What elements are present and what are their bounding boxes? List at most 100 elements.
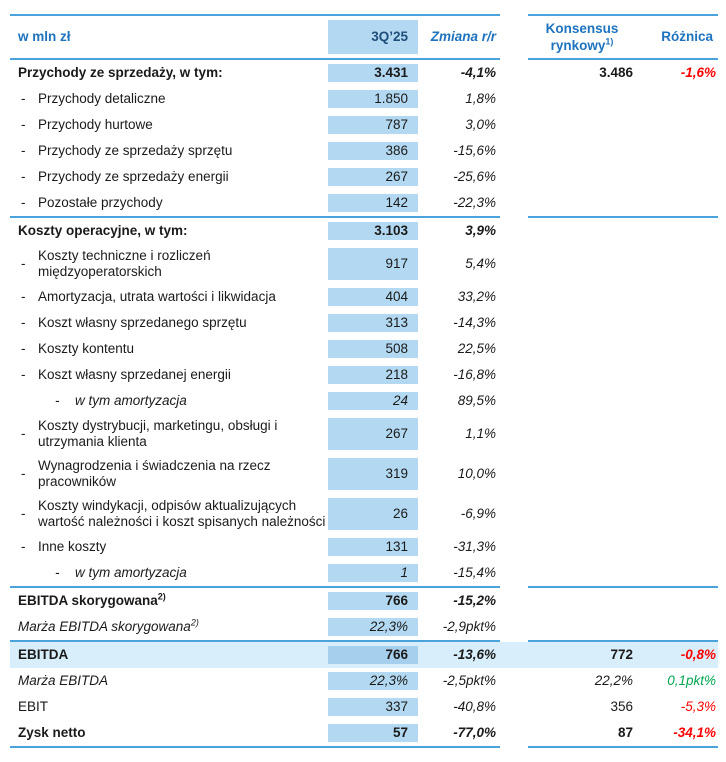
header-consensus-text: Konsensus rynkowy1) (528, 20, 636, 54)
table-row: - Marża EBITDA 22,3% -2,5pkt% 22,2% 0,1p… (10, 668, 718, 694)
footnote-marker-2: 2) (157, 591, 166, 602)
table-row: - Przychody hurtowe 787 3,0% (10, 112, 718, 138)
row-label: - w tym amortyzacja (10, 393, 328, 409)
value-3q25: 131 (328, 538, 418, 556)
row-label-main: Koszty dystrybucji, marketingu, obsługi … (38, 418, 278, 449)
row-label-main: Koszt własny sprzedanej energii (38, 367, 231, 382)
row-label-main: Przychody detaliczne (38, 91, 166, 106)
section-separator (10, 216, 718, 218)
row-label-text: w tym amortyzacja (75, 393, 187, 409)
table-row: - Koszty operacyjne, w tym: 3.103 3,9% (10, 218, 718, 244)
row-label-main: EBIT (18, 699, 49, 714)
value-change-yoy: 89,5% (457, 393, 496, 408)
value-difference: -0,8% (680, 647, 716, 662)
row-label-text: Koszty kontentu (38, 341, 134, 357)
header-consensus-line1: Konsensus (545, 21, 619, 36)
table-row: - Przychody ze sprzedaży energii 267 -25… (10, 164, 718, 190)
separator-segment-consensus (528, 640, 718, 642)
value-difference: -34,1% (673, 725, 716, 740)
value-change-yoy: -13,6% (453, 647, 496, 662)
value-difference: -1,6% (680, 65, 716, 80)
row-label-text: Koszt własny sprzedanego sprzętu (38, 315, 247, 331)
row-label-main: Pozostałe przychody (38, 195, 163, 210)
value-change-yoy: 3,0% (465, 117, 496, 132)
row-label-text: Przychody ze sprzedaży, w tym: (18, 65, 223, 81)
separator-segment-gap (500, 640, 528, 642)
value-3q25: 787 (328, 116, 418, 134)
separator-segment-gap (500, 14, 528, 16)
row-label-main: Koszty windykacji, odpisów aktualizujący… (38, 498, 326, 529)
header-unit-label: w mln zł (18, 29, 71, 44)
list-dash: - (21, 426, 26, 441)
row-label: - EBITDA (10, 647, 328, 663)
row-label-text: EBITDA (18, 647, 68, 663)
row-label-main: Zysk netto (18, 725, 86, 740)
row-label-main: Przychody ze sprzedaży sprzętu (38, 143, 233, 158)
row-label: - Przychody ze sprzedaży energii (10, 169, 328, 185)
value-3q25: 142 (328, 194, 418, 212)
list-dash: - (21, 539, 26, 554)
separator-segment-gap (500, 58, 528, 60)
value-3q25: 267 (328, 168, 418, 186)
row-label: - EBIT (10, 699, 328, 715)
row-label-text: Koszty dystrybucji, marketingu, obsługi … (38, 418, 328, 450)
value-3q25: 3.103 (328, 222, 418, 240)
separator-segment-consensus (528, 14, 718, 16)
value-3q25: 24 (328, 392, 418, 410)
separator-segment-main (10, 586, 500, 588)
list-dash: - (55, 565, 60, 580)
row-label-main: Inne koszty (38, 539, 107, 554)
row-label-text: Koszty techniczne i rozliczeń międzyoper… (38, 248, 328, 280)
row-label-main: Amortyzacja, utrata wartości i likwidacj… (38, 289, 276, 304)
separator-segment-main (10, 58, 500, 60)
row-label: - Przychody ze sprzedaży sprzętu (10, 143, 328, 159)
row-label-text: Koszty windykacji, odpisów aktualizujący… (38, 498, 328, 530)
row-label-main: Marża EBITDA skorygowana (18, 619, 191, 634)
value-change-yoy: 5,4% (465, 256, 496, 271)
row-label: - Koszt własny sprzedanego sprzętu (10, 315, 328, 331)
value-3q25: 57 (328, 724, 418, 742)
row-label-main: Koszty kontentu (38, 341, 135, 356)
table-row: - Wynagrodzenia i świadczenia na rzecz p… (10, 454, 718, 494)
value-3q25: 313 (328, 314, 418, 332)
row-label-main: Koszty operacyjne, w tym: (18, 223, 188, 238)
row-label-text: Przychody hurtowe (38, 117, 153, 133)
table-header-row: w mln zł 3Q’25 Zmiana r/r Konsensus rynko… (10, 16, 718, 58)
row-label: - Wynagrodzenia i świadczenia na rzecz p… (10, 458, 328, 490)
list-dash: - (21, 143, 26, 158)
value-change-yoy: -22,3% (453, 195, 496, 210)
table-row: - w tym amortyzacja 24 89,5% (10, 388, 718, 414)
table-row: - Inne koszty 131 -31,3% (10, 534, 718, 560)
row-label-main: Przychody hurtowe (38, 117, 153, 132)
section-separator (10, 640, 718, 642)
table-row: - Koszty kontentu 508 22,5% (10, 336, 718, 362)
row-label: - EBITDA skorygowana2) (10, 591, 328, 609)
list-dash: - (21, 289, 26, 304)
row-label-text: Przychody ze sprzedaży energii (38, 169, 229, 185)
value-change-yoy: -15,6% (453, 143, 496, 158)
row-label-main: EBITDA (18, 647, 69, 662)
row-label-text: Koszt własny sprzedanej energii (38, 367, 231, 383)
value-change-yoy: -4,1% (460, 65, 496, 80)
row-label: - Koszty windykacji, odpisów aktualizują… (10, 498, 328, 530)
header-difference: Różnica (661, 29, 713, 44)
header-consensus-line2: rynkowy (550, 38, 606, 53)
value-change-yoy: 10,0% (457, 466, 496, 481)
separator-segment-gap (500, 216, 528, 218)
value-change-yoy: -31,3% (453, 539, 496, 554)
row-label-text: Marża EBITDA skorygowana2) (18, 618, 199, 635)
table-row: - Przychody detaliczne 1.850 1,8% (10, 86, 718, 112)
row-label-main: Koszty techniczne i rozliczeń międzyoper… (38, 248, 211, 279)
table-body: - Przychody ze sprzedaży, w tym: 3.431 -… (10, 60, 718, 748)
value-3q25: 22,3% (328, 672, 418, 690)
list-dash: - (21, 466, 26, 481)
value-3q25: 337 (328, 698, 418, 716)
table-row: - Przychody ze sprzedaży, w tym: 3.431 -… (10, 60, 718, 86)
row-label-text: Zysk netto (18, 725, 86, 741)
row-label-text: EBIT (18, 699, 48, 715)
row-label-main: Marża EBITDA (18, 673, 109, 688)
row-label: - Przychody detaliczne (10, 91, 328, 107)
row-label-main: Koszt własny sprzedanego sprzętu (38, 315, 247, 330)
row-label-main: Przychody ze sprzedaży, w tym: (18, 65, 223, 80)
